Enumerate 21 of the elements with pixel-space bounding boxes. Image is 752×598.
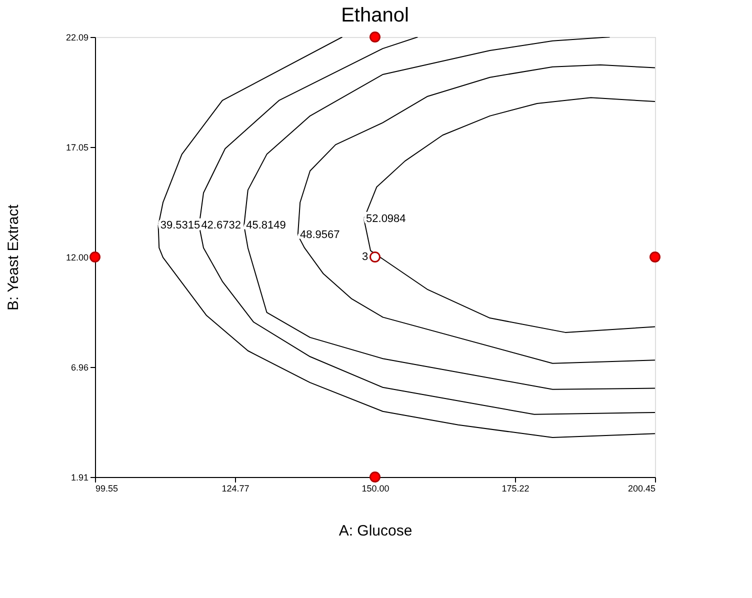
series-label: 52.0984 [366,212,406,225]
line-series [297,64,655,364]
x-axis-title: A: Glucose [338,522,412,540]
y-tick-label: 12.00 [66,252,88,262]
y-tick-label: 1.91 [70,472,88,482]
y-axis-title: B: Yeast Extract [4,204,22,310]
series-label: 48.9567 [300,229,340,242]
y-tick-label: 6.96 [70,362,88,372]
x-tick-label: 200.45 [628,484,656,494]
y-tick-label: 22.09 [66,32,88,42]
x-tick-label: 175.22 [502,484,530,494]
line-series [363,97,655,333]
line-series [244,37,655,390]
series-label: 45.8149 [246,220,286,232]
x-tick-label: 99.55 [96,484,118,494]
y-tick-label: 17.05 [66,142,88,152]
x-tick-label: 150.00 [362,484,390,494]
annotation: 3 [362,251,368,263]
chart-title: Ethanol [341,4,409,26]
series-label: 42.6732 [201,220,241,232]
x-tick-label: 124.77 [222,484,250,494]
